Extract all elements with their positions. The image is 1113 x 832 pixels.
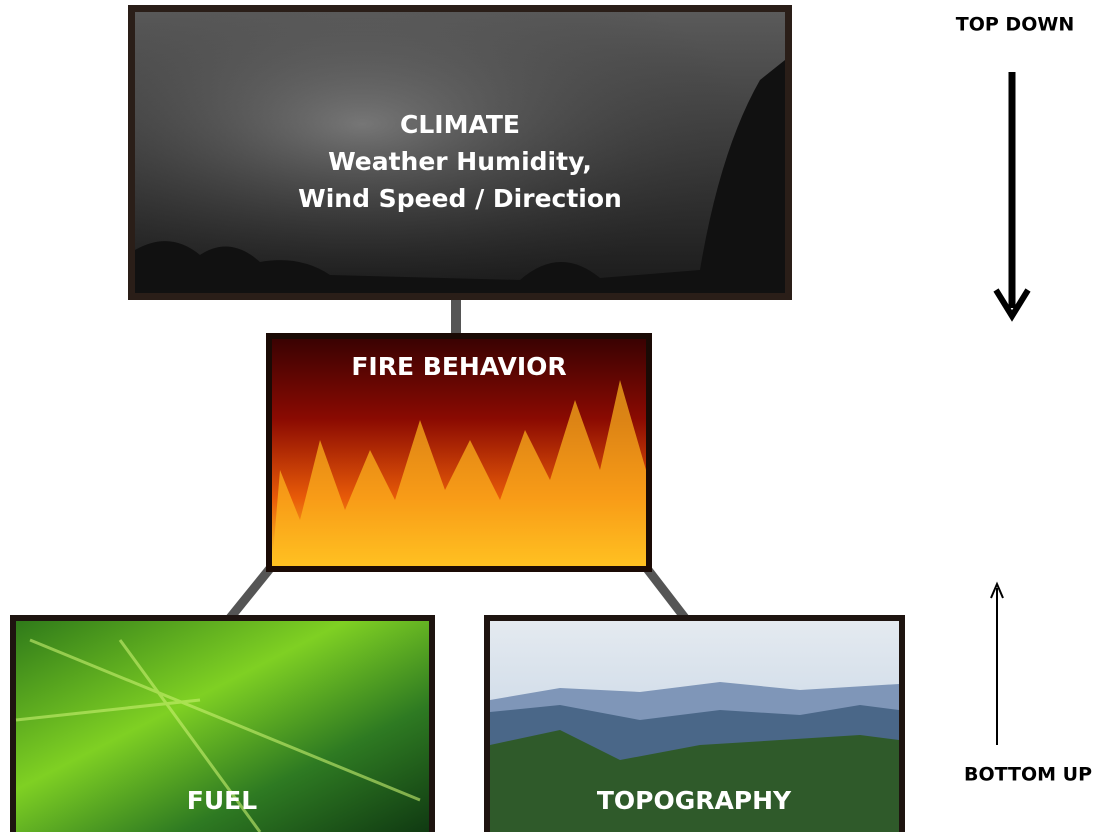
node-line: Weather Humidity, (328, 147, 592, 176)
page: {"nodes": [ {"lines": ["CLIMATE", "Weath… (0, 0, 1113, 832)
bottom-up-label: BOTTOM UP (964, 764, 1092, 786)
node-title: FIRE BEHAVIOR (351, 352, 566, 381)
diagram: CLIMATE Weather Humidity, Wind Speed / D… (0, 0, 1113, 832)
connector (230, 566, 272, 618)
fuel-node: FUEL (10, 615, 435, 832)
top-down-label: TOP DOWN (956, 14, 1074, 36)
topography-node: TOPOGRAPHY (484, 615, 905, 832)
climate-node: CLIMATE Weather Humidity, Wind Speed / D… (128, 5, 792, 300)
fire-node: FIRE BEHAVIOR (266, 333, 652, 572)
node-title: FUEL (187, 786, 257, 815)
node-title: CLIMATE (400, 110, 520, 139)
node-title: TOPOGRAPHY (597, 786, 792, 815)
node-line: Wind Speed / Direction (298, 184, 622, 213)
connector (645, 566, 685, 618)
